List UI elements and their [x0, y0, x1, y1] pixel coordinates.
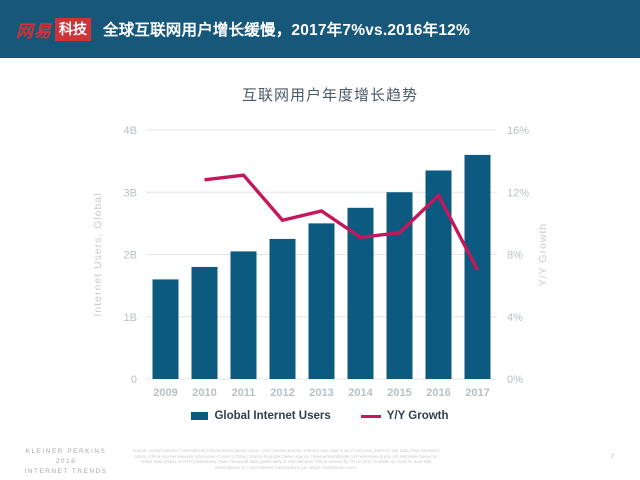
bar-2013	[308, 223, 335, 379]
left-axis-title: Internet Users, Global	[92, 192, 104, 316]
bar-2009	[152, 279, 179, 379]
x-axis-label-2009: 2009	[153, 387, 177, 399]
chart-title: 互联网用户年度增长趋势	[241, 87, 418, 104]
left-axis-tick: 0	[131, 374, 137, 386]
right-axis-tick: 8%	[507, 250, 523, 262]
left-axis-tick: 1B	[124, 312, 137, 324]
bar-2010	[191, 266, 218, 379]
kleiner-perkins-branding: KLEINER PERKINS 2018 INTERNET TRENDS	[4, 447, 128, 477]
x-axis-label-2015: 2015	[387, 387, 411, 399]
right-axis-tick: 16%	[507, 125, 529, 137]
x-axis-label-2011: 2011	[232, 387, 256, 399]
left-axis-tick: 2B	[124, 250, 137, 262]
bar-2011	[230, 251, 257, 379]
brand-line-1: KLEINER PERKINS	[25, 448, 107, 455]
growth-line	[204, 173, 480, 271]
brand-line-3: INTERNET TRENDS	[24, 468, 108, 476]
header-bar: 网易 科技 全球互联网用户增长缓慢，2017年7%vs.2016年12%	[0, 0, 640, 58]
x-axis-label-2012: 2012	[270, 387, 294, 399]
legend-label-bars: Global Internet Users	[214, 410, 331, 422]
bar-series-swatch	[191, 412, 209, 420]
chart-svg: 0 0% 1B 4% 2B 8% 3B 12% 4B 16% Internet Users, Glo…	[92, 125, 549, 399]
x-axis-label-2017: 2017	[465, 387, 489, 399]
bar-2012	[269, 238, 296, 379]
right-axis-tick: 4%	[507, 312, 523, 324]
x-axis-label-2016: 2016	[426, 387, 450, 399]
netease-tech-logo: 网易 科技	[16, 17, 91, 42]
legend-label-line: Y/Y Growth	[386, 410, 449, 422]
bar-2015	[386, 192, 413, 379]
right-axis-title: Y/Y Growth	[537, 223, 549, 287]
legend-item-global-internet-users: Global Internet Users	[191, 410, 331, 422]
x-axis-label-2010: 2010	[192, 387, 216, 399]
line-series-swatch	[360, 414, 381, 418]
left-axis-tick: 4B	[124, 125, 137, 137]
tech-logo-badge: 科技	[55, 17, 91, 41]
headline-title: 全球互联网用户增长缓慢，2017年7%vs.2016年12%	[103, 22, 470, 39]
source-note: Source: United Nations / International T…	[132, 448, 440, 470]
page-number: 7	[610, 454, 614, 461]
right-axis-tick: 12%	[507, 187, 529, 199]
x-axis-label-2014: 2014	[348, 387, 373, 399]
bar-2014	[347, 207, 374, 379]
brand-line-2: 2018	[55, 458, 77, 466]
right-axis-tick: 0%	[507, 374, 523, 386]
legend-item-yy-growth: Y/Y Growth	[360, 410, 449, 422]
left-axis-tick: 3B	[124, 187, 137, 199]
chart-legend: Global Internet Users Y/Y Growth	[0, 410, 640, 422]
netease-logo-text: 网易	[16, 21, 52, 41]
x-axis-label-2013: 2013	[309, 387, 333, 399]
